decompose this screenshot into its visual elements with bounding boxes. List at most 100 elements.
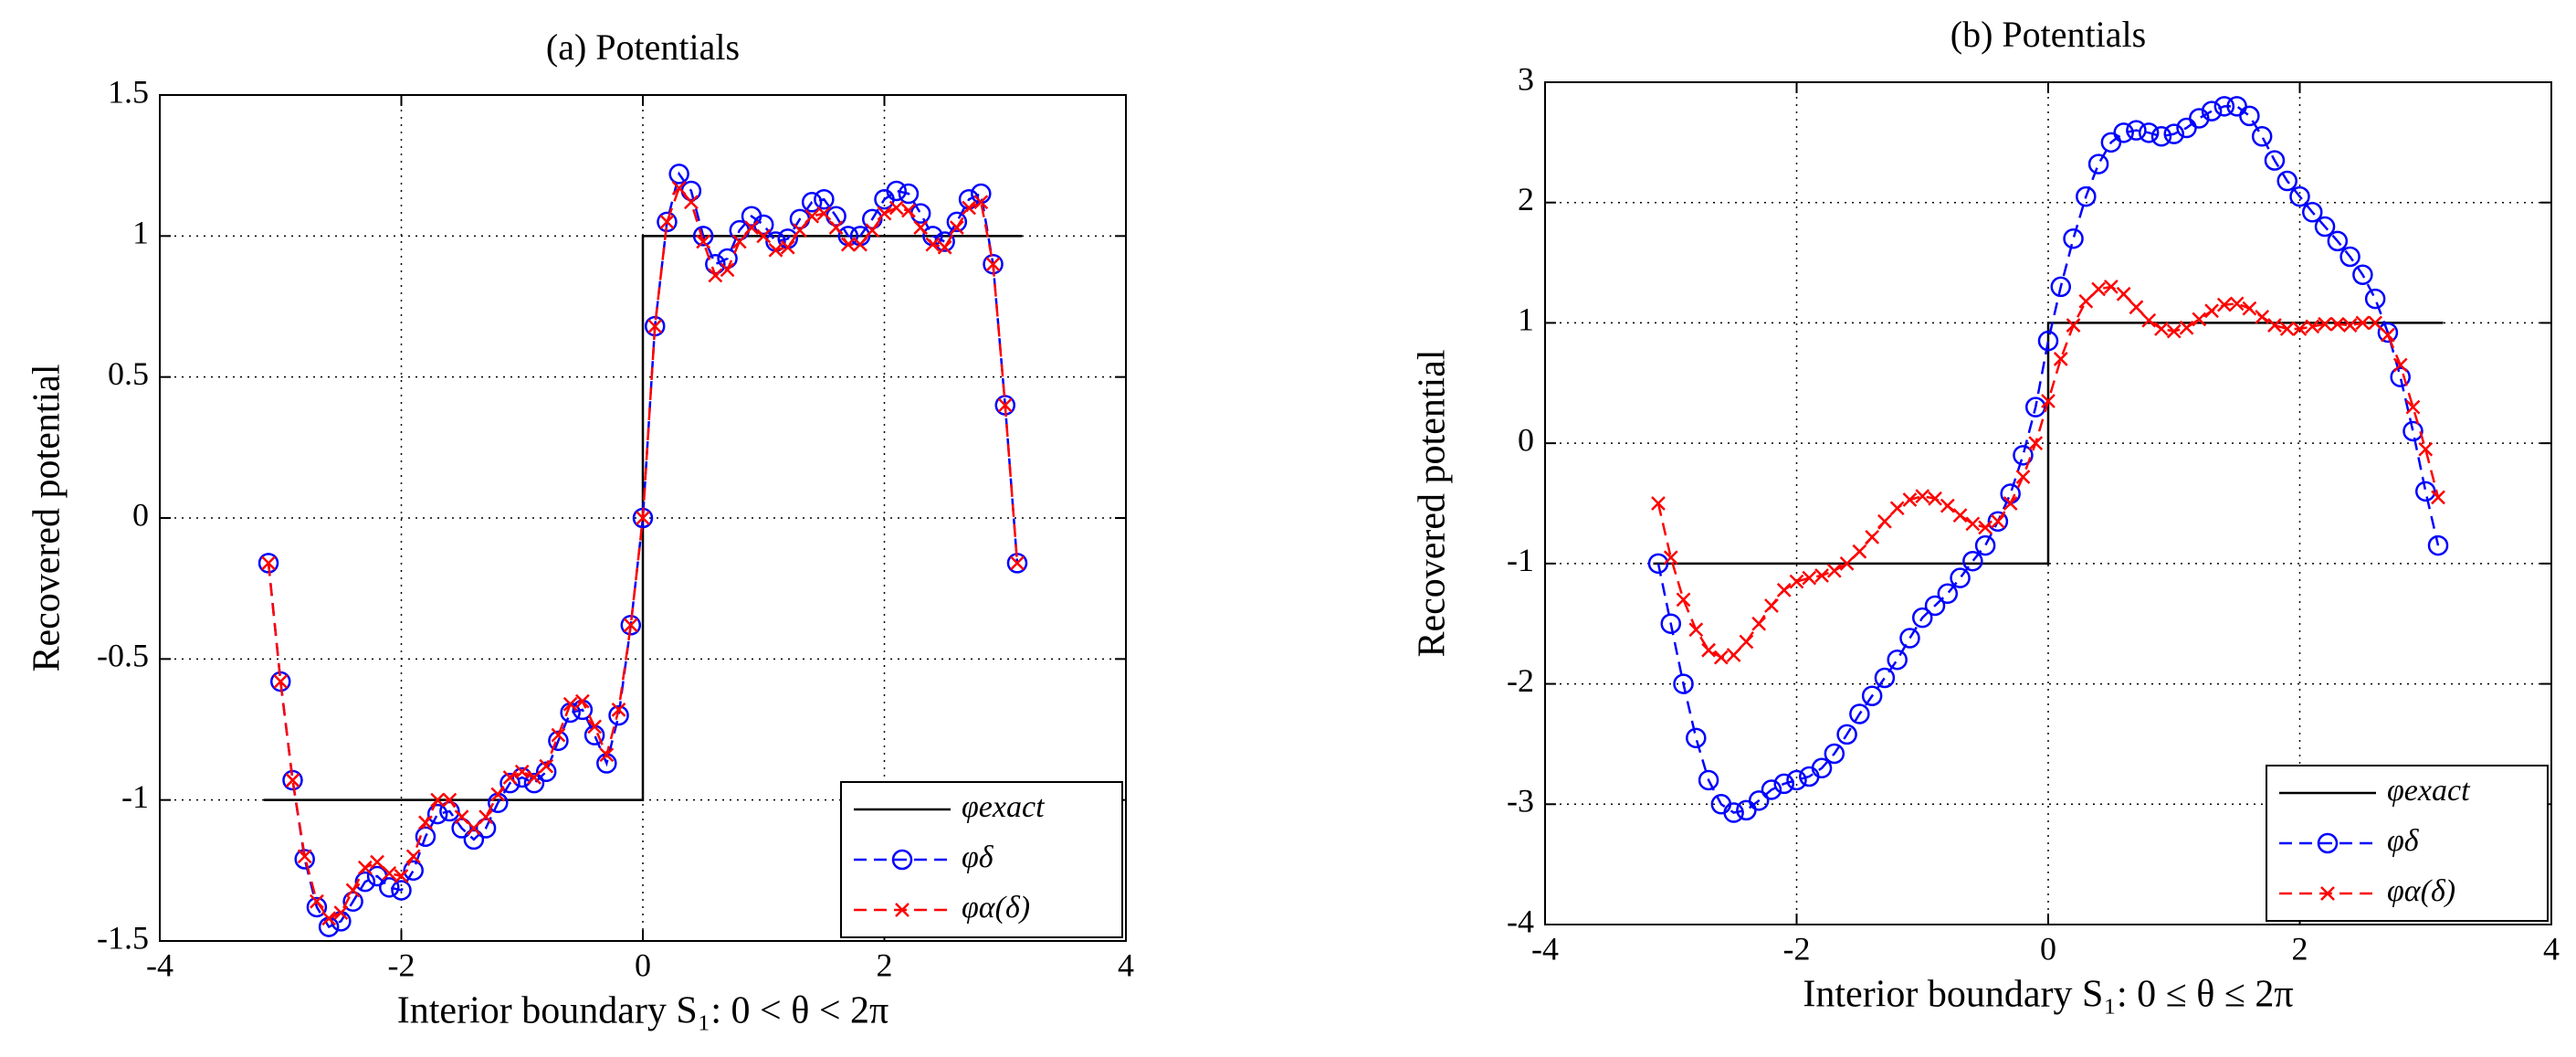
data-point	[2327, 230, 2349, 252]
data-point	[1773, 773, 1794, 795]
data-point	[321, 911, 337, 926]
data-point	[2141, 312, 2157, 328]
data-point	[1902, 492, 1918, 507]
data-point	[405, 849, 421, 864]
data-point	[1761, 779, 1782, 800]
data-point	[2015, 470, 2031, 484]
data-point	[946, 211, 968, 233]
data-point	[1965, 516, 1981, 532]
data-point	[1950, 567, 1971, 588]
legend-label: φδ	[962, 840, 994, 874]
data-point	[2342, 318, 2358, 333]
data-point	[2003, 496, 2018, 511]
data-point	[801, 192, 823, 213]
data-point	[1928, 491, 1942, 506]
data-point	[1698, 769, 1719, 791]
data-point	[403, 860, 424, 882]
data-point	[1802, 570, 1817, 586]
data-point	[2264, 150, 2286, 171]
data-point	[2352, 264, 2373, 285]
data-point	[2053, 352, 2068, 366]
plot-frame	[159, 94, 1127, 942]
data-point	[708, 268, 723, 283]
y-tick-label: -1.5	[97, 919, 149, 956]
data-point	[2041, 394, 2056, 408]
y-tick-label: -4	[1507, 903, 1534, 939]
data-point	[1811, 757, 1833, 779]
data-point	[1877, 513, 1892, 529]
x-axis-label: Interior boundary S₁: 0 < θ < 2π	[397, 990, 888, 1032]
data-point	[2242, 301, 2257, 316]
y-tick-label: 1	[1518, 301, 1534, 338]
data-point	[1660, 613, 1681, 634]
data-point	[608, 704, 629, 726]
data-point	[853, 237, 867, 252]
x-axis-label: Interior boundary S₁: 0 ≤ θ ≤ 2π	[1803, 974, 2293, 1016]
y-tick-label: 0.5	[108, 355, 149, 392]
data-point	[2390, 366, 2411, 387]
data-point	[2154, 322, 2169, 336]
data-point	[1814, 568, 1829, 583]
data-point	[2013, 445, 2034, 466]
data-point	[671, 180, 687, 196]
data-point	[478, 809, 493, 825]
data-point	[2024, 396, 2046, 418]
data-point	[840, 237, 856, 252]
x-tick-label: -4	[1531, 930, 1559, 967]
data-point	[2126, 120, 2147, 141]
data-point	[1849, 703, 1870, 724]
data-point	[2318, 316, 2332, 332]
data-point	[394, 869, 409, 883]
data-point	[415, 826, 436, 848]
data-point	[2050, 276, 2072, 298]
data-point	[1789, 574, 1804, 589]
data-point	[2087, 153, 2109, 174]
legend-box	[840, 781, 1123, 938]
data-point	[454, 809, 469, 825]
data-point	[1824, 743, 1845, 765]
data-point	[539, 758, 554, 774]
data-point	[2076, 185, 2097, 207]
y-tick-label: 0	[132, 496, 149, 533]
data-point	[285, 773, 300, 787]
data-point	[647, 319, 663, 333]
data-point	[466, 820, 481, 836]
data-point	[514, 764, 530, 779]
data-point	[2204, 303, 2219, 319]
data-point	[1887, 649, 1908, 671]
data-point	[659, 215, 675, 229]
legend-marker	[891, 849, 913, 871]
data-point	[451, 818, 472, 839]
data-point	[2113, 122, 2134, 143]
data-point	[2201, 100, 2223, 122]
data-point	[1874, 667, 1896, 689]
data-point	[1010, 555, 1025, 571]
data-point	[2392, 357, 2408, 373]
data-point	[1748, 790, 1770, 811]
data-point	[2279, 322, 2295, 336]
data-point	[636, 511, 650, 525]
data-point	[1836, 724, 1857, 745]
data-point	[261, 555, 276, 571]
data-point	[527, 770, 541, 785]
data-point	[997, 397, 1013, 413]
y-axis-label: Recovered potential	[1412, 349, 1454, 657]
y-tick-label: 0	[1518, 421, 1534, 458]
data-point	[877, 206, 892, 221]
x-tick-label: -2	[388, 946, 415, 983]
data-point	[1676, 592, 1691, 608]
x-tick-label: -2	[1783, 930, 1811, 967]
data-point	[2179, 320, 2194, 335]
data-point	[1937, 583, 1959, 605]
data-point	[490, 787, 506, 802]
data-point	[2418, 441, 2434, 457]
data-point	[2255, 309, 2270, 324]
data-point	[2251, 126, 2273, 147]
data-point	[357, 860, 373, 875]
data-point	[297, 849, 312, 864]
data-point	[1987, 511, 2009, 533]
data-point	[828, 220, 844, 235]
data-point	[2267, 318, 2282, 333]
x-tick-label: 0	[635, 946, 651, 983]
